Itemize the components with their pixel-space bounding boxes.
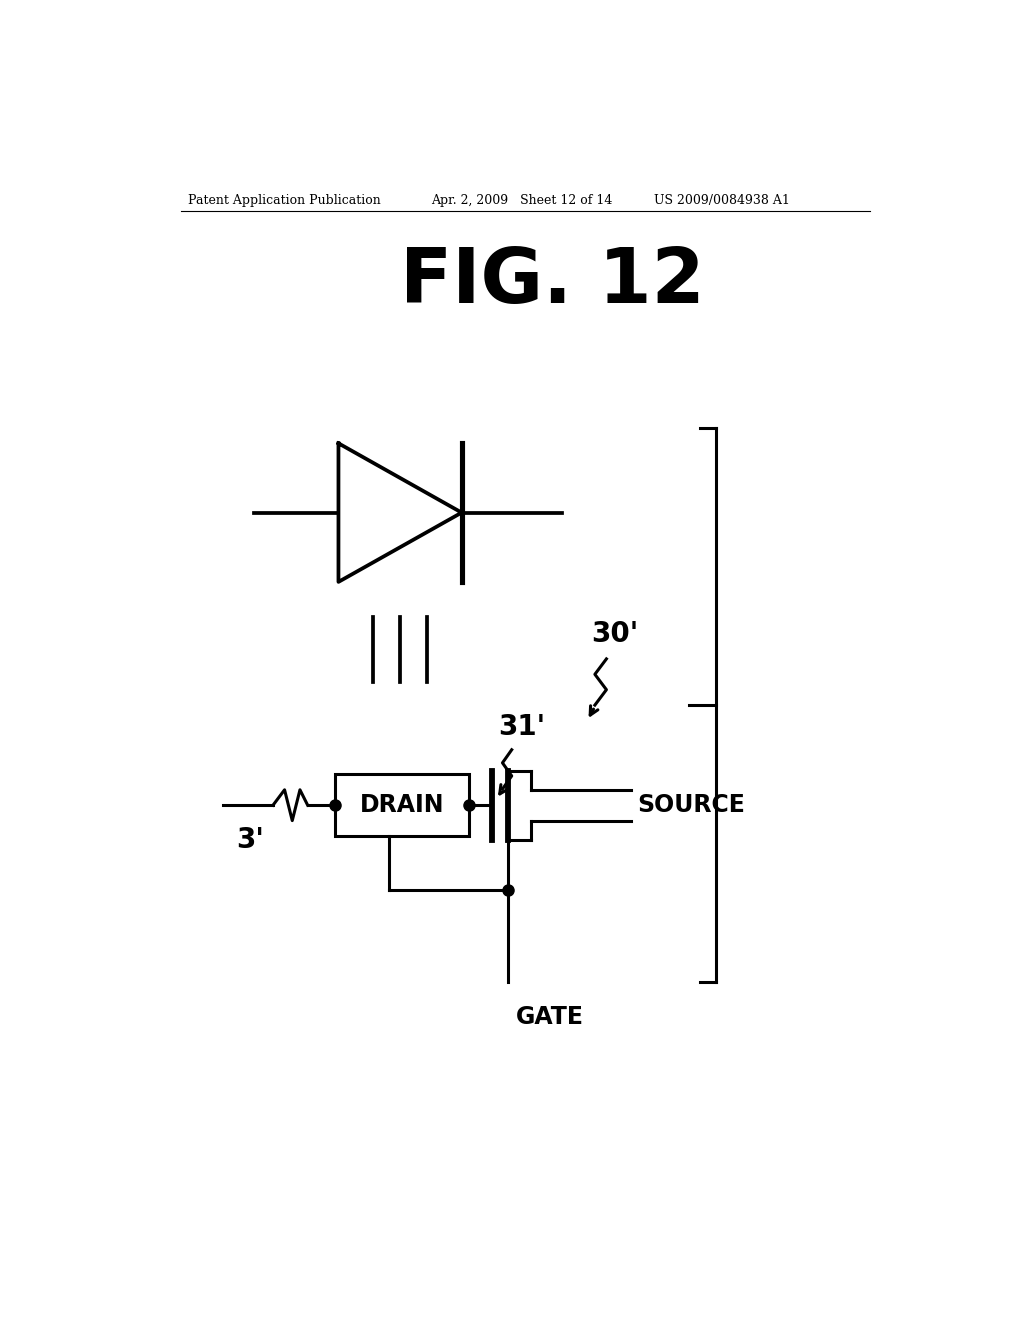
- Text: 30': 30': [591, 620, 638, 648]
- Text: Apr. 2, 2009   Sheet 12 of 14: Apr. 2, 2009 Sheet 12 of 14: [431, 194, 612, 207]
- Text: 3': 3': [236, 826, 264, 854]
- Text: FIG. 12: FIG. 12: [400, 244, 705, 318]
- Text: SOURCE: SOURCE: [637, 793, 745, 817]
- Text: GATE: GATE: [515, 1005, 584, 1030]
- Text: Patent Application Publication: Patent Application Publication: [188, 194, 381, 207]
- Text: 31': 31': [499, 713, 546, 741]
- Bar: [335, 775, 469, 836]
- Text: US 2009/0084938 A1: US 2009/0084938 A1: [654, 194, 791, 207]
- Text: DRAIN: DRAIN: [359, 793, 444, 817]
